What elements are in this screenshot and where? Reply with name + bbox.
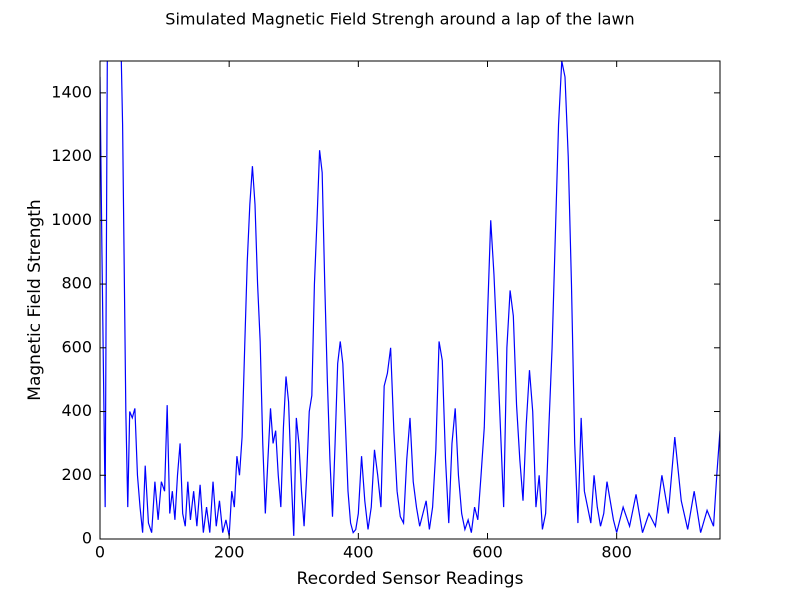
x-tick-label: 600 [472,543,503,562]
chart-title: Simulated Magnetic Field Strengh around … [165,10,634,29]
x-tick-label: 200 [214,543,245,562]
y-tick-label: 400 [61,401,92,420]
plot-frame [99,60,721,540]
y-tick-label: 800 [61,274,92,293]
x-tick-label: 0 [95,543,105,562]
y-tick-label: 0 [82,529,92,548]
y-tick-label: 600 [61,337,92,356]
y-tick-label: 1400 [51,82,92,101]
x-tick-label: 800 [601,543,632,562]
x-axis-label: Recorded Sensor Readings [297,569,524,589]
y-tick-label: 200 [61,465,92,484]
data-line [100,61,720,536]
y-tick-label: 1000 [51,210,92,229]
y-tick-label: 1200 [51,146,92,165]
x-tick-label: 400 [343,543,374,562]
y-axis-label: Magnetic Field Strength [25,199,45,400]
